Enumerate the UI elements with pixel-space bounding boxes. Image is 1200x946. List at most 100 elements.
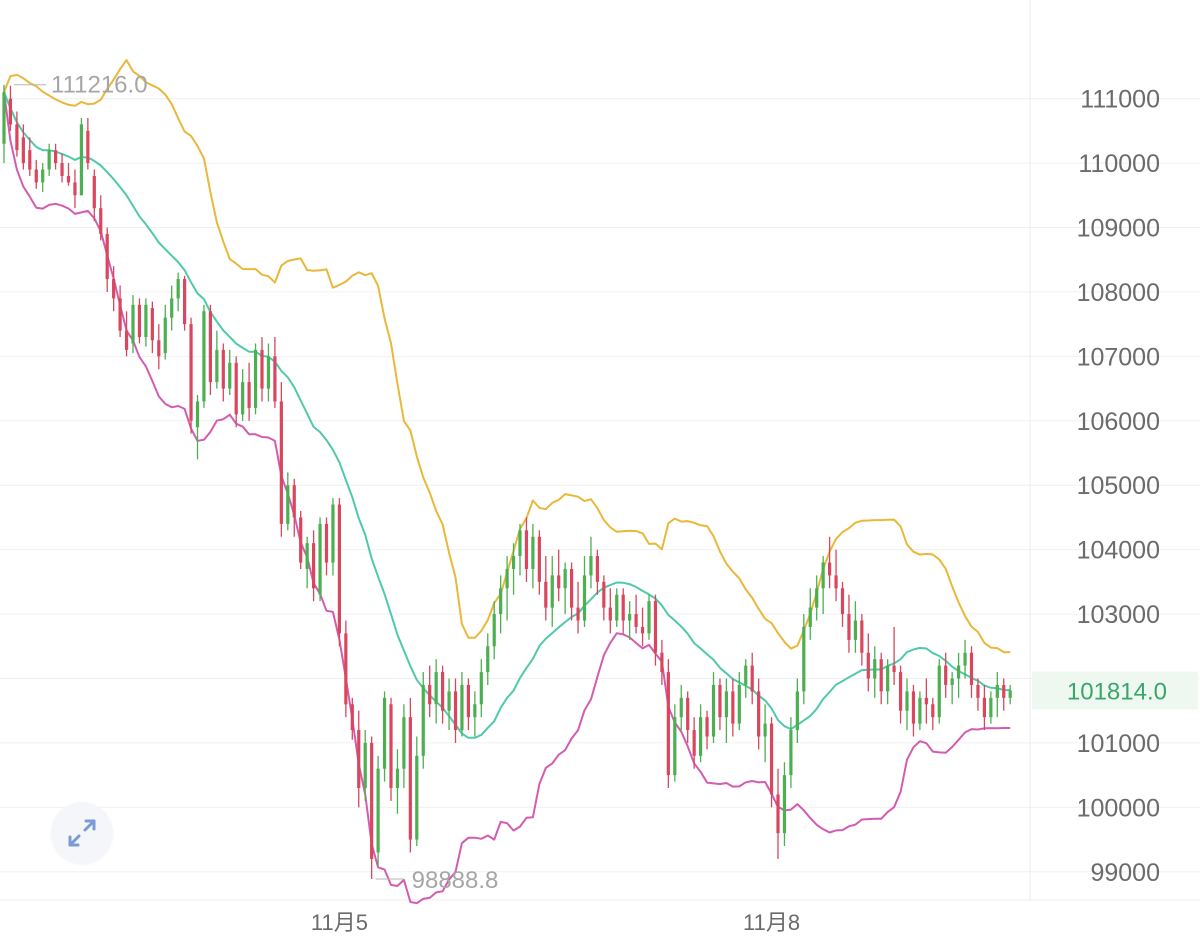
candle bbox=[119, 285, 122, 337]
bollinger-lower-line bbox=[4, 92, 1010, 903]
candle-body bbox=[144, 305, 147, 337]
candle bbox=[67, 163, 70, 186]
candle bbox=[493, 601, 496, 659]
candle bbox=[422, 672, 425, 769]
candle-body bbox=[660, 653, 663, 672]
candle-body bbox=[318, 524, 321, 595]
candle-body bbox=[834, 575, 837, 588]
candle-body bbox=[28, 150, 31, 169]
candle-body bbox=[635, 614, 638, 627]
candle bbox=[357, 711, 360, 808]
candle-body bbox=[228, 363, 231, 389]
candle-body bbox=[602, 582, 605, 608]
candle-body bbox=[951, 679, 954, 685]
candle bbox=[273, 337, 276, 408]
candle bbox=[983, 685, 986, 730]
candle-body bbox=[628, 614, 631, 620]
candle bbox=[699, 704, 702, 762]
candle bbox=[628, 601, 631, 640]
candle-body bbox=[893, 666, 896, 672]
candle bbox=[222, 343, 225, 401]
candle bbox=[925, 679, 928, 724]
candle bbox=[370, 736, 373, 878]
candle bbox=[596, 550, 599, 595]
candle bbox=[1009, 685, 1012, 704]
candle-body bbox=[873, 659, 876, 678]
candle bbox=[344, 621, 347, 718]
candle bbox=[680, 685, 683, 730]
y-tick-label: 110000 bbox=[1078, 150, 1160, 178]
candle-body bbox=[538, 537, 541, 582]
candle bbox=[989, 691, 992, 723]
candle-body bbox=[493, 614, 496, 646]
candle-body bbox=[880, 659, 883, 691]
candle-body bbox=[809, 608, 812, 627]
candle bbox=[177, 273, 180, 312]
candle-body bbox=[222, 350, 225, 389]
candle bbox=[718, 679, 721, 731]
candle-body bbox=[273, 356, 276, 401]
candle-body bbox=[209, 311, 212, 382]
candle bbox=[912, 685, 915, 737]
candle bbox=[447, 679, 450, 731]
candle-body bbox=[925, 698, 928, 704]
candle-body bbox=[196, 401, 199, 427]
candle-body bbox=[93, 176, 96, 208]
candle-body bbox=[344, 633, 347, 704]
candle bbox=[441, 666, 444, 724]
candle-body bbox=[383, 698, 386, 769]
candle-body bbox=[54, 150, 57, 163]
candle bbox=[480, 659, 483, 717]
candle-body bbox=[576, 608, 579, 621]
candle-body bbox=[86, 131, 89, 163]
candle bbox=[435, 659, 438, 723]
grid-lines bbox=[0, 0, 1200, 900]
candle bbox=[306, 537, 309, 589]
candle bbox=[486, 633, 489, 685]
candle bbox=[202, 305, 205, 408]
candle-body bbox=[860, 621, 863, 653]
candle bbox=[60, 153, 63, 182]
candle-body bbox=[338, 505, 341, 634]
candle-body bbox=[544, 582, 547, 608]
candle-body bbox=[802, 627, 805, 691]
x-tick-label: 11月5 bbox=[311, 910, 368, 935]
candle-body bbox=[125, 331, 128, 350]
candle bbox=[899, 666, 902, 724]
candle bbox=[325, 517, 328, 575]
candle-body bbox=[306, 543, 309, 569]
candle bbox=[641, 608, 644, 647]
candle bbox=[951, 672, 954, 704]
candle-body bbox=[357, 730, 360, 788]
candle-body bbox=[22, 137, 25, 163]
candle-body bbox=[931, 704, 934, 717]
candle bbox=[499, 575, 502, 633]
candle bbox=[415, 736, 418, 846]
candle bbox=[254, 343, 257, 414]
candle bbox=[531, 524, 534, 588]
candle bbox=[970, 646, 973, 698]
candle bbox=[312, 530, 315, 601]
candle-body bbox=[609, 608, 612, 621]
candle bbox=[189, 318, 192, 434]
candle bbox=[460, 672, 463, 736]
y-tick-label: 107000 bbox=[1077, 343, 1160, 371]
candle-body bbox=[377, 769, 380, 853]
candle-body bbox=[260, 350, 263, 389]
candle-body bbox=[183, 279, 186, 324]
candle bbox=[918, 691, 921, 730]
candle-body bbox=[164, 318, 167, 353]
candle bbox=[299, 511, 302, 569]
candle bbox=[557, 550, 560, 602]
expand-chart-button[interactable] bbox=[51, 802, 113, 864]
candle-body bbox=[557, 575, 560, 588]
candle-body bbox=[589, 556, 592, 575]
candle bbox=[880, 653, 883, 705]
candle-body bbox=[641, 627, 644, 633]
y-tick-label: 105000 bbox=[1077, 472, 1160, 500]
candle-body bbox=[409, 717, 412, 839]
candle-body bbox=[647, 601, 650, 633]
candle bbox=[551, 556, 554, 627]
candle-body bbox=[731, 691, 734, 723]
candle bbox=[28, 137, 31, 176]
